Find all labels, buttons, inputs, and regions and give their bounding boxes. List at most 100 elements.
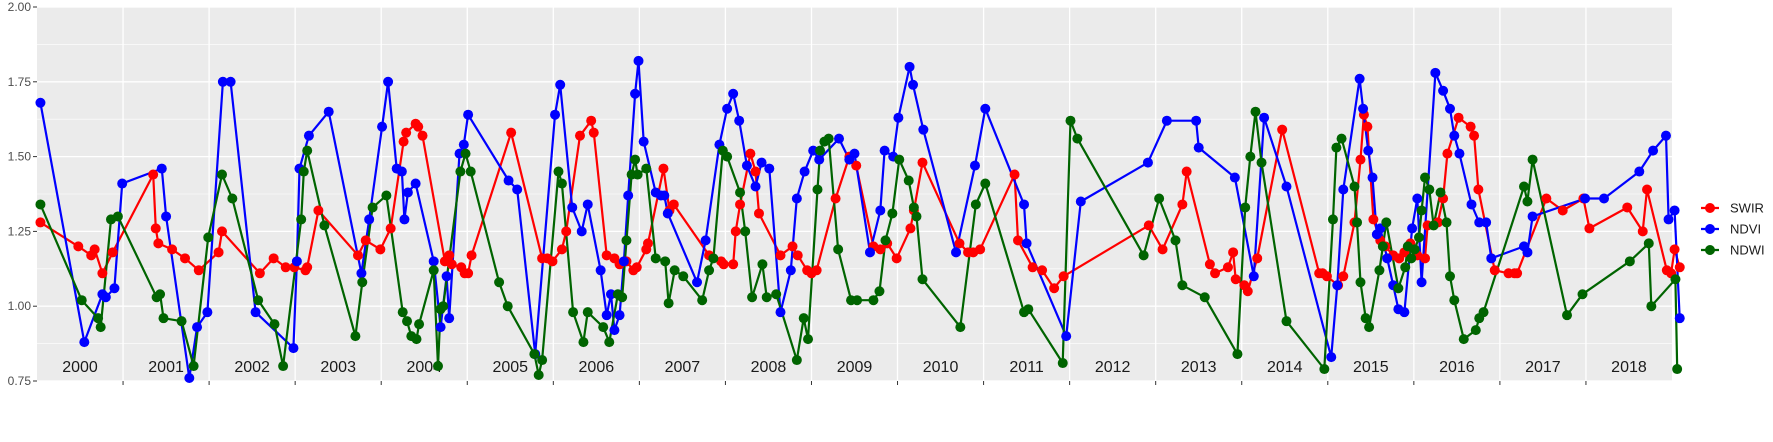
data-point-ndvi (614, 310, 625, 321)
data-point-ndvi (356, 268, 367, 279)
data-point-ndwi (1449, 295, 1460, 306)
data-point-swir (561, 226, 572, 237)
data-point-swir (89, 244, 100, 255)
data-point-swir (1473, 184, 1484, 195)
data-point-ndvi (1061, 331, 1072, 342)
data-point-ndvi (410, 178, 421, 189)
data-point-ndwi (529, 349, 540, 360)
data-point-ndwi (1478, 307, 1489, 318)
data-point-swir (401, 127, 412, 138)
data-point-ndwi (1057, 358, 1068, 369)
data-point-swir (302, 262, 313, 273)
data-point-ndvi (893, 112, 904, 123)
data-point-swir (1277, 124, 1288, 135)
data-point-ndvi (618, 256, 629, 267)
data-point-ndwi (1250, 106, 1261, 117)
data-point-swir (1009, 169, 1020, 180)
data-point-ndwi (1349, 181, 1360, 192)
data-point-swir (446, 259, 457, 270)
data-point-swir (167, 244, 178, 255)
data-point-ndvi (1444, 103, 1455, 114)
data-point-ndwi (1393, 283, 1404, 294)
data-point-swir (728, 259, 739, 270)
series-points (35, 55, 1685, 384)
data-point-ndwi (319, 220, 330, 231)
data-point-ndvi (879, 145, 890, 156)
data-point-ndvi (904, 61, 915, 72)
data-point-ndvi (918, 124, 929, 135)
data-point-swir (875, 244, 886, 255)
data-point-ndvi (1326, 352, 1337, 363)
data-point-ndvi (1193, 142, 1204, 153)
data-point-ndwi (1458, 334, 1469, 345)
data-point-swir (975, 244, 986, 255)
data-point-swir (1157, 244, 1168, 255)
data-point-ndwi (217, 169, 228, 180)
data-point-ndvi (1522, 247, 1533, 258)
data-point-ndvi (1580, 193, 1591, 204)
data-point-swir (1584, 223, 1595, 234)
data-point-ndvi (100, 292, 111, 303)
data-point-ndvi (662, 208, 673, 219)
data-point-swir (1642, 184, 1653, 195)
data-point-swir (1442, 148, 1453, 159)
data-point-ndwi (815, 145, 826, 156)
data-point-ndwi (604, 337, 615, 348)
data-point-swir (1222, 262, 1233, 273)
data-point-ndvi (576, 226, 587, 237)
data-point-swir (905, 223, 916, 234)
data-point-ndvi (1399, 307, 1410, 318)
data-point-ndvi (692, 277, 703, 288)
data-point-ndwi (1240, 202, 1251, 213)
data-point-swir (1512, 268, 1523, 279)
data-point-swir (1669, 244, 1680, 255)
data-point-ndvi (323, 106, 334, 117)
year-label: 2005 (492, 359, 528, 376)
data-point-ndwi (1424, 184, 1435, 195)
data-point-swir (375, 244, 386, 255)
data-point-ndvi (659, 190, 670, 201)
data-point-ndvi (808, 145, 819, 156)
data-point-ndvi (1474, 217, 1485, 228)
data-point-ndwi (771, 289, 782, 300)
data-point-ndvi (441, 271, 452, 282)
data-point-ndvi (1281, 181, 1292, 192)
data-point-swir (547, 256, 558, 267)
data-point-ndvi (775, 307, 786, 318)
data-point-ndvi (908, 79, 919, 90)
data-point-swir (917, 157, 928, 168)
data-point-ndwi (1199, 292, 1210, 303)
data-point-ndwi (669, 265, 680, 276)
data-point-ndwi (302, 145, 313, 156)
data-point-ndwi (708, 253, 719, 264)
data-point-ndwi (1327, 214, 1338, 225)
data-point-swir (1252, 253, 1263, 264)
data-point-swir (1637, 226, 1648, 237)
data-point-swir (574, 130, 585, 141)
data-point-ndvi (605, 289, 616, 300)
data-point-swir (352, 250, 363, 261)
data-point-swir (745, 148, 756, 159)
data-point-swir (1420, 253, 1431, 264)
data-point-ndvi (377, 121, 388, 132)
data-point-ndvi (1367, 172, 1378, 183)
data-point-ndwi (455, 166, 466, 177)
data-point-ndwi (188, 361, 199, 372)
data-point-swir (1368, 214, 1379, 225)
data-point-swir (150, 223, 161, 234)
legend: SWIR NDVI NDWI (1701, 201, 1765, 258)
data-point-swir (735, 199, 746, 210)
data-point-ndvi (402, 187, 413, 198)
data-point-ndwi (791, 355, 802, 366)
data-point-ndwi (1281, 316, 1292, 327)
data-point-ndvi (217, 76, 228, 87)
data-point-swir (556, 244, 567, 255)
data-point-ndwi (630, 154, 641, 165)
legend-label-swir: SWIR (1730, 201, 1764, 216)
data-point-ndvi (595, 265, 606, 276)
data-point-ndwi (278, 361, 289, 372)
data-point-ndvi (875, 205, 886, 216)
data-point-ndvi (463, 109, 474, 120)
data-point-ndwi (1364, 322, 1375, 333)
data-point-ndwi (660, 256, 671, 267)
